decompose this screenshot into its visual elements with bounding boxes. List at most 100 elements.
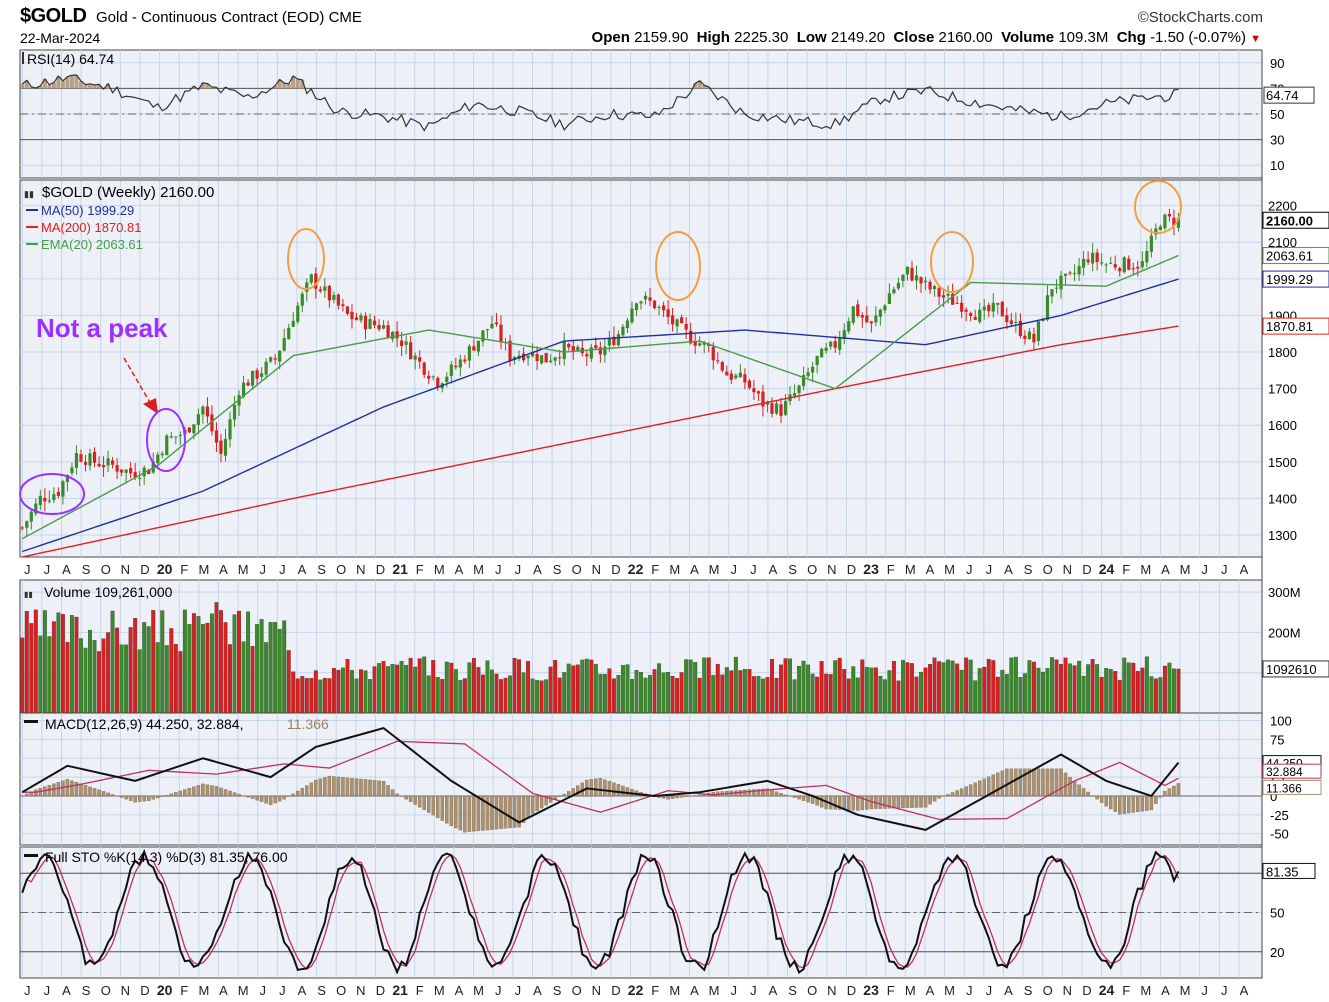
candle-body — [377, 325, 381, 330]
month-tick-label: 23 — [863, 561, 879, 577]
macd-title-group: MACD(12,26,9) 44.250, 32.884, 11.366 — [24, 716, 329, 732]
macd-hist-bar — [743, 789, 747, 797]
macd-hist-bar — [476, 795, 481, 832]
candle-body — [756, 391, 761, 394]
macd-hist-bar — [1167, 788, 1172, 797]
symbol: $GOLD — [20, 5, 87, 27]
volume-bar — [765, 677, 770, 714]
volume-bar — [354, 678, 359, 714]
candle-body — [278, 350, 282, 362]
volume-bar — [119, 644, 124, 714]
month-tick-label: A — [533, 983, 542, 998]
candle-body — [223, 438, 228, 456]
month-tick-label: N — [827, 983, 836, 998]
volume-bar — [715, 663, 720, 714]
candle-body — [79, 454, 83, 462]
macd-hist-bar — [576, 785, 580, 797]
month-tick-label: J — [1201, 562, 1208, 577]
volume-bar — [557, 677, 562, 714]
macd-tick-label: 100 — [1270, 714, 1292, 729]
volume-bar — [345, 659, 350, 714]
volume-bar — [38, 635, 43, 714]
volume-bar — [751, 676, 756, 714]
volume-bar — [661, 672, 666, 714]
volume-bar — [539, 680, 544, 714]
month-tick-label: A — [219, 562, 228, 577]
macd-hist-bar — [1027, 768, 1032, 797]
macd-hist-bar — [896, 795, 901, 809]
volume-bar — [241, 641, 246, 714]
macd-hist-bar — [1068, 776, 1072, 797]
month-tick-label: N — [1063, 983, 1072, 998]
candle-body — [381, 325, 386, 329]
month-tick-label: F — [180, 983, 188, 998]
month-tick-label: J — [966, 562, 973, 577]
volume-bar — [187, 624, 192, 714]
volume-bar — [1068, 663, 1073, 714]
candle-body — [991, 302, 995, 312]
macd-hist-bar — [819, 795, 824, 808]
candle-body — [838, 338, 842, 350]
month-tick-label: M — [198, 983, 209, 998]
volume-bar — [458, 679, 463, 714]
volume-bar — [535, 680, 540, 714]
candle-body — [74, 453, 79, 468]
macd-hist-bar — [1176, 783, 1181, 797]
month-tick-label: O — [101, 983, 111, 998]
volume-bar — [905, 662, 910, 714]
candle-body — [598, 347, 602, 355]
macd-hist-bar — [964, 786, 968, 797]
candle-body — [463, 359, 467, 362]
candle-body — [887, 293, 891, 304]
volume-bar — [788, 658, 792, 714]
volume-bar — [327, 678, 332, 714]
candle-body — [914, 275, 919, 281]
macd-hist-bar — [770, 790, 774, 797]
macd-hist-bar — [815, 795, 819, 806]
candle-body — [485, 329, 490, 331]
macd-hist-bar — [309, 782, 314, 797]
macd-hist-bar — [1131, 795, 1136, 813]
volume-bar — [1122, 657, 1127, 714]
volume-bar — [255, 624, 260, 714]
macd-hist-bar — [174, 792, 178, 797]
price-value-label: 1999.29 — [1266, 272, 1313, 287]
month-tick-label: S — [553, 562, 562, 577]
candle-body — [648, 297, 652, 301]
macd-hist-bar — [187, 787, 192, 797]
macd-hist-bar — [61, 780, 65, 797]
volume-bar — [368, 679, 372, 714]
volume-bar — [444, 661, 449, 714]
volume-bar — [566, 663, 571, 714]
macd-tick-label: -50 — [1270, 827, 1289, 842]
annotation-arrow-head — [143, 398, 158, 414]
volume-bar — [1018, 677, 1023, 714]
month-tick-label: A — [769, 983, 778, 998]
volume-bar — [828, 674, 833, 714]
month-tick-label: A — [219, 983, 228, 998]
candle-body — [354, 317, 359, 320]
macd-hist-bar — [607, 781, 612, 797]
macd-hist-bar — [300, 788, 305, 797]
macd-hist-bar — [291, 793, 295, 797]
macd-hist-bar — [255, 795, 259, 801]
candle-body — [544, 353, 548, 363]
volume-bar — [855, 677, 860, 714]
macd-hist-bar — [792, 795, 797, 798]
macd-hist-bar — [684, 795, 688, 797]
volume-bar — [404, 665, 409, 714]
volume-bar — [544, 679, 549, 714]
volume-bar — [688, 659, 693, 714]
macd-line — [21, 726, 1180, 831]
candle-body — [205, 406, 210, 417]
volume-bar — [995, 676, 1000, 714]
candle-body — [1122, 257, 1126, 273]
macd-hist-bar — [959, 788, 964, 797]
month-tick-label: J — [495, 562, 502, 577]
volume-bar — [1099, 676, 1104, 714]
price-value-box — [1262, 247, 1329, 265]
month-tick-label: J — [259, 562, 266, 577]
sto-month-axis: J J A S O N D 20 F M A M J J A S O N D 21 F M A M J J A S O N D 22 F M A M J… — [24, 982, 1249, 998]
sto-title: Full STO %K(14,3) %D(3) 81.35, 76.00 — [45, 849, 288, 865]
month-tick-label: O — [1043, 562, 1053, 577]
